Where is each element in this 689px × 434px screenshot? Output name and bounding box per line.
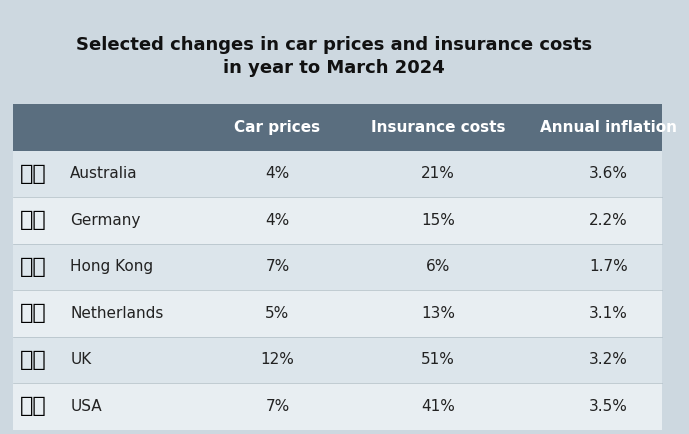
Text: 2.2%: 2.2% [589, 213, 628, 228]
Text: 4%: 4% [265, 213, 289, 228]
Text: 3.2%: 3.2% [589, 352, 628, 368]
Text: 1.7%: 1.7% [589, 260, 628, 274]
Text: 21%: 21% [421, 166, 455, 181]
Text: Germany: Germany [70, 213, 141, 228]
FancyBboxPatch shape [13, 151, 662, 197]
Text: 🇦🇺: 🇦🇺 [20, 164, 47, 184]
Text: 51%: 51% [421, 352, 455, 368]
Text: 13%: 13% [421, 306, 455, 321]
Text: 4%: 4% [265, 166, 289, 181]
FancyBboxPatch shape [13, 197, 662, 243]
Text: Insurance costs: Insurance costs [371, 120, 505, 135]
Text: 5%: 5% [265, 306, 289, 321]
FancyBboxPatch shape [13, 104, 662, 151]
Text: USA: USA [70, 399, 102, 414]
Text: 3.5%: 3.5% [589, 399, 628, 414]
Text: UK: UK [70, 352, 92, 368]
Text: 7%: 7% [265, 399, 289, 414]
Text: 🇩🇪: 🇩🇪 [20, 210, 47, 230]
Text: Car prices: Car prices [234, 120, 320, 135]
FancyBboxPatch shape [13, 290, 662, 337]
Text: Selected changes in car prices and insurance costs
in year to March 2024: Selected changes in car prices and insur… [76, 36, 593, 77]
Text: 3.1%: 3.1% [589, 306, 628, 321]
Text: 15%: 15% [421, 213, 455, 228]
Text: Netherlands: Netherlands [70, 306, 163, 321]
Text: Australia: Australia [70, 166, 138, 181]
Text: 3.6%: 3.6% [589, 166, 628, 181]
FancyBboxPatch shape [13, 337, 662, 383]
Text: 🇭🇰: 🇭🇰 [20, 257, 47, 277]
Text: Hong Kong: Hong Kong [70, 260, 154, 274]
Text: 🇺🇸: 🇺🇸 [20, 396, 47, 416]
FancyBboxPatch shape [13, 243, 662, 290]
Text: 12%: 12% [260, 352, 294, 368]
Text: 6%: 6% [426, 260, 450, 274]
Text: 7%: 7% [265, 260, 289, 274]
Text: 🇬🇧: 🇬🇧 [20, 350, 47, 370]
Text: 🇳🇱: 🇳🇱 [20, 303, 47, 323]
FancyBboxPatch shape [13, 383, 662, 430]
Text: 41%: 41% [421, 399, 455, 414]
Text: Annual inflation: Annual inflation [540, 120, 677, 135]
